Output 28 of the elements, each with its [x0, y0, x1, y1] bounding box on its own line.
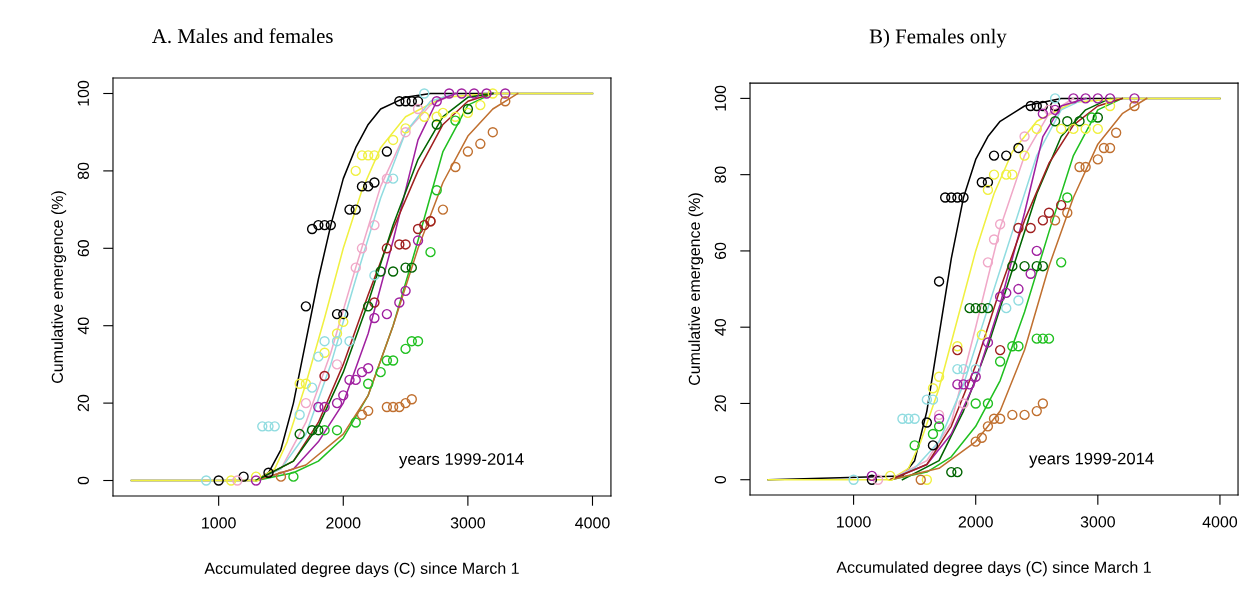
- y-tick-label: 60: [77, 240, 89, 257]
- y-axis-title: Cumulative emergence (%): [51, 191, 67, 383]
- annotation: years 1999-2014: [1029, 452, 1154, 468]
- x-tick-label: 3000: [1080, 516, 1115, 528]
- chart-title: A. Males and females: [152, 28, 333, 44]
- x-axis-title: Accumulated degree days (C) since March 1: [836, 561, 1151, 577]
- x-tick-label: 4000: [575, 517, 610, 529]
- x-tick-label: 4000: [1202, 516, 1238, 528]
- x-axis-title: Accumulated degree days (C) since March 1: [204, 562, 519, 578]
- y-tick-label: 40: [714, 318, 727, 336]
- x-tick-label: 3000: [450, 517, 486, 529]
- y-tick-label: 0: [77, 476, 89, 485]
- y-tick-label: 20: [77, 394, 89, 412]
- y-tick-label: 100: [77, 80, 89, 106]
- y-tick-label: 100: [714, 85, 727, 111]
- x-tick-label: 1000: [837, 516, 871, 528]
- y-tick-label: 80: [714, 166, 727, 183]
- y-tick-label: 60: [714, 242, 727, 259]
- chart-title: B) Females only: [869, 28, 1007, 48]
- x-tick-label: 2000: [326, 517, 361, 529]
- y-axis-title: Cumulative emergence (%): [688, 193, 704, 385]
- x-tick-label: 1000: [202, 517, 236, 529]
- x-tick-label: 2000: [958, 516, 993, 528]
- y-tick-label: 0: [714, 475, 727, 484]
- annotation: years 1999-2014: [399, 453, 524, 469]
- y-tick-label: 40: [77, 317, 89, 335]
- y-tick-label: 20: [714, 395, 727, 412]
- y-tick-label: 80: [77, 162, 89, 180]
